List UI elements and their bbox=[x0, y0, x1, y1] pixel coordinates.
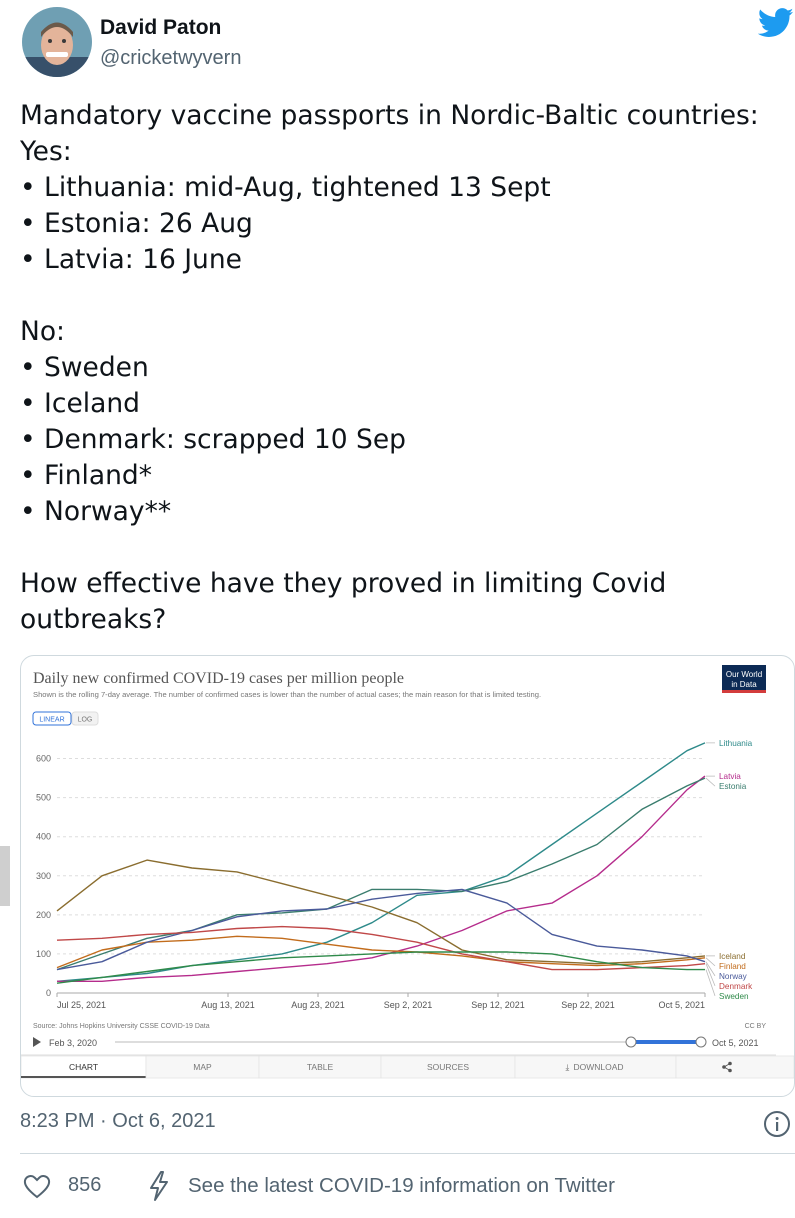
y-tick-label: 600 bbox=[36, 754, 51, 764]
share-icon-edge bbox=[723, 1066, 731, 1071]
info-icon[interactable] bbox=[763, 1110, 791, 1138]
tab-active-indicator bbox=[21, 1076, 146, 1078]
y-tick-label: 0 bbox=[46, 988, 51, 998]
chart-title: Daily new confirmed COVID-19 cases per m… bbox=[33, 670, 404, 687]
series-line-latvia bbox=[57, 775, 706, 982]
series-line-denmark bbox=[56, 925, 706, 971]
twitter-bird-icon bbox=[757, 8, 794, 38]
play-icon[interactable] bbox=[33, 1037, 41, 1047]
legend-label-iceland: Iceland bbox=[719, 952, 746, 961]
timeline-end-label: Oct 5, 2021 bbox=[712, 1038, 759, 1048]
tweet-line-blank bbox=[20, 530, 785, 566]
tweet-line: • Finland* bbox=[20, 460, 152, 491]
covid-info-link[interactable]: See the latest COVID-19 information on T… bbox=[188, 1174, 615, 1197]
tweet-text: Mandatory vaccine passports in Nordic-Ba… bbox=[20, 98, 785, 638]
owid-chart: Daily new confirmed COVID-19 cases per m… bbox=[21, 665, 794, 1079]
tweet-line: No: bbox=[20, 316, 65, 347]
y-tick-label: 100 bbox=[36, 949, 51, 959]
scale-toggle[interactable]: LINEAR LOG bbox=[32, 711, 99, 726]
share-icon-edge bbox=[723, 1063, 731, 1068]
legend-connector bbox=[705, 963, 716, 987]
legend-label-finland: Finland bbox=[719, 962, 746, 971]
x-tick-label: Jul 25, 2021 bbox=[57, 1000, 106, 1010]
legend-connector bbox=[705, 961, 716, 977]
series-line-lithuania bbox=[56, 742, 706, 982]
timeline-start-label: Feb 3, 2020 bbox=[49, 1038, 97, 1048]
y-tick-label: 300 bbox=[36, 871, 51, 881]
legend-label-estonia: Estonia bbox=[719, 782, 747, 791]
x-tick-label: Sep 12, 2021 bbox=[471, 1000, 525, 1010]
tweet-line: Yes: bbox=[20, 136, 72, 167]
x-tick-label: Sep 22, 2021 bbox=[561, 1000, 615, 1010]
x-tick-label: Sep 2, 2021 bbox=[384, 1000, 433, 1010]
tweet-line: • Norway** bbox=[20, 496, 172, 527]
tweet-line: • Latvia: 16 June bbox=[20, 244, 242, 275]
tweet-timestamp[interactable]: 8:23 PM · Oct 6, 2021 bbox=[20, 1110, 216, 1132]
y-tick-label: 500 bbox=[36, 793, 51, 803]
tab-label[interactable]: DOWNLOAD bbox=[573, 1062, 623, 1072]
tweet-line: How effective have they proved in limiti… bbox=[20, 568, 667, 599]
tab-label[interactable]: CHART bbox=[69, 1062, 98, 1072]
heart-icon[interactable] bbox=[22, 1172, 52, 1200]
timeline-track[interactable] bbox=[115, 1041, 631, 1043]
legend-connector bbox=[705, 777, 716, 787]
owid-logo-line2: in Data bbox=[731, 680, 757, 689]
y-tick-label: 200 bbox=[36, 910, 51, 920]
x-tick-label: Oct 5, 2021 bbox=[658, 1000, 705, 1010]
share-button[interactable] bbox=[675, 1055, 794, 1079]
author-avatar[interactable] bbox=[22, 7, 92, 77]
lightning-bolt-icon bbox=[146, 1170, 172, 1202]
y-tick-label: 400 bbox=[36, 832, 51, 842]
chart-subtitle: Shown is the rolling 7-day average. The … bbox=[33, 690, 541, 699]
series-line-iceland bbox=[56, 859, 706, 965]
author-name[interactable]: David Paton bbox=[100, 16, 222, 39]
legend-label-denmark: Denmark bbox=[719, 982, 753, 991]
timeline-range[interactable] bbox=[631, 1040, 701, 1044]
like-count[interactable]: 856 bbox=[68, 1174, 102, 1196]
legend-connector bbox=[705, 957, 716, 967]
timeline[interactable]: Feb 3, 2020 Oct 5, 2021 bbox=[33, 1036, 759, 1048]
legend-label-sweden: Sweden bbox=[719, 992, 749, 1001]
tab-label[interactable]: MAP bbox=[193, 1062, 212, 1072]
timeline-end-handle[interactable] bbox=[695, 1036, 707, 1048]
series-line-norway bbox=[56, 888, 706, 971]
tab-label[interactable]: TABLE bbox=[307, 1062, 334, 1072]
tweet-line: • Lithuania: mid-Aug, tightened 13 Sept bbox=[20, 172, 551, 203]
x-tick-label: Aug 13, 2021 bbox=[201, 1000, 255, 1010]
tweet-line-blank bbox=[20, 278, 785, 314]
chart-tabs: CHART MAP TABLE SOURCES ⤓ DOWNLOAD bbox=[21, 1054, 794, 1079]
tweet-line: • Sweden bbox=[20, 352, 149, 383]
x-tick-label: Aug 23, 2021 bbox=[291, 1000, 345, 1010]
chart-source[interactable]: Source: Johns Hopkins University CSSE CO… bbox=[33, 1023, 210, 1030]
side-scroll-tab[interactable] bbox=[0, 846, 10, 906]
author-handle[interactable]: @cricketwyvern bbox=[100, 47, 242, 69]
legend-label-lithuania: Lithuania bbox=[719, 739, 753, 748]
owid-logo-line1: Our World bbox=[726, 670, 762, 679]
series-line-sweden bbox=[56, 951, 705, 984]
tweet-line: • Estonia: 26 Aug bbox=[20, 208, 253, 239]
tweet-line: • Denmark: scrapped 10 Sep bbox=[20, 424, 406, 455]
toggle-log-button[interactable]: LOG bbox=[78, 717, 93, 724]
chart-license: CC BY bbox=[745, 1023, 767, 1030]
owid-logo[interactable]: Our World in Data bbox=[722, 665, 766, 693]
tab-label[interactable]: SOURCES bbox=[427, 1062, 469, 1072]
toggle-linear-button[interactable]: LINEAR bbox=[39, 717, 64, 724]
series-line-estonia bbox=[56, 777, 706, 971]
tweet-line: Mandatory vaccine passports in Nordic-Ba… bbox=[20, 100, 759, 131]
divider bbox=[20, 1153, 795, 1154]
tweet-line: outbreaks? bbox=[20, 604, 167, 635]
tweet-media-chart[interactable]: Daily new confirmed COVID-19 cases per m… bbox=[20, 655, 795, 1097]
legend-connector bbox=[705, 969, 716, 997]
tweet-line: • Iceland bbox=[20, 388, 140, 419]
timeline-start-handle[interactable] bbox=[625, 1036, 637, 1048]
legend-label-latvia: Latvia bbox=[719, 772, 741, 781]
legend-label-norway: Norway bbox=[719, 972, 748, 981]
download-icon: ⤓ bbox=[566, 1062, 570, 1072]
